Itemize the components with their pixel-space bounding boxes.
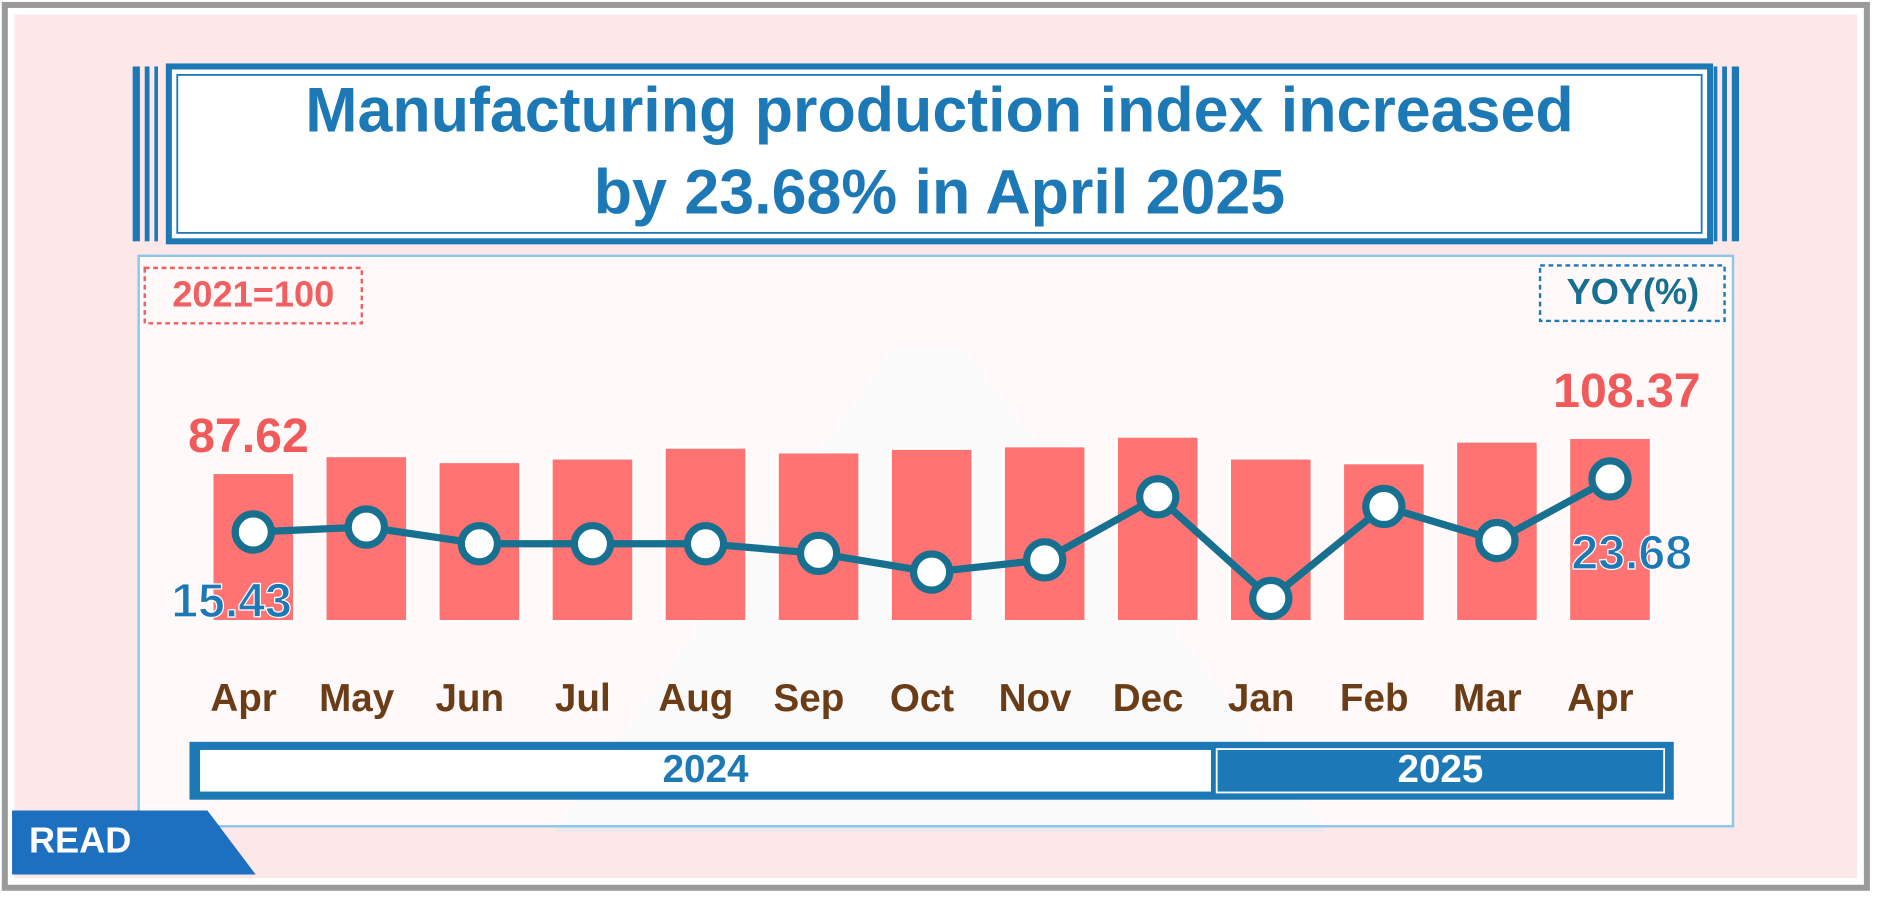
chart-title: Manufacturing production index increased…	[305, 76, 1574, 229]
x-tick-label: Dec	[1113, 677, 1184, 720]
badge-label: READ	[29, 820, 131, 861]
yoy-marker	[1136, 475, 1180, 519]
bar	[1002, 444, 1087, 623]
x-tick-label: Apr	[1567, 677, 1633, 720]
year-label: 2024	[663, 748, 749, 791]
yoy-marker	[909, 550, 954, 594]
year-segment	[198, 748, 1213, 794]
x-tick-label: Aug	[658, 677, 733, 720]
yoy-marker	[1475, 518, 1519, 563]
yoy-marker	[683, 522, 728, 566]
bar-legend-label: 2021=100	[172, 273, 334, 314]
yoy-marker	[1022, 538, 1067, 582]
yoy-value-label: 23.68	[1571, 526, 1692, 580]
x-tick-label: Nov	[999, 677, 1072, 720]
badge-shape	[12, 810, 256, 875]
x-tick-label: May	[319, 677, 395, 720]
yoy-marker	[1362, 484, 1406, 529]
title-frame	[132, 63, 1740, 245]
bar	[889, 447, 974, 623]
x-tick-label: Feb	[1340, 677, 1409, 720]
yoy-marker	[1249, 576, 1293, 621]
yoy-value-label: 15.43	[171, 574, 292, 628]
yoy-marker	[231, 510, 275, 554]
yoy-marker	[457, 522, 502, 566]
x-tick-label: Jun	[435, 677, 504, 720]
bar-value-label: 108.37	[1553, 364, 1700, 418]
x-tick-label: Jan	[1228, 677, 1294, 720]
bar	[550, 457, 635, 623]
x-tick-label: Mar	[1453, 677, 1522, 720]
yoy-marker	[570, 522, 615, 566]
year-segment	[1215, 748, 1666, 794]
bar	[1115, 435, 1200, 623]
title-box: Manufacturing production index increased…	[305, 76, 1574, 229]
bar-legend-box	[143, 266, 364, 325]
yoy-marker	[1588, 457, 1632, 501]
x-tick-label: Apr	[210, 677, 276, 720]
line-legend-label: YOY(%)	[1567, 271, 1700, 312]
yoy-marker	[796, 531, 841, 576]
yoy-marker	[344, 505, 389, 549]
year-label: 2025	[1397, 748, 1483, 791]
bar-value-label: 87.62	[188, 409, 309, 463]
x-tick-label: Sep	[774, 677, 845, 720]
x-tick-label: Oct	[890, 677, 954, 720]
x-tick-label: Jul	[555, 677, 611, 720]
